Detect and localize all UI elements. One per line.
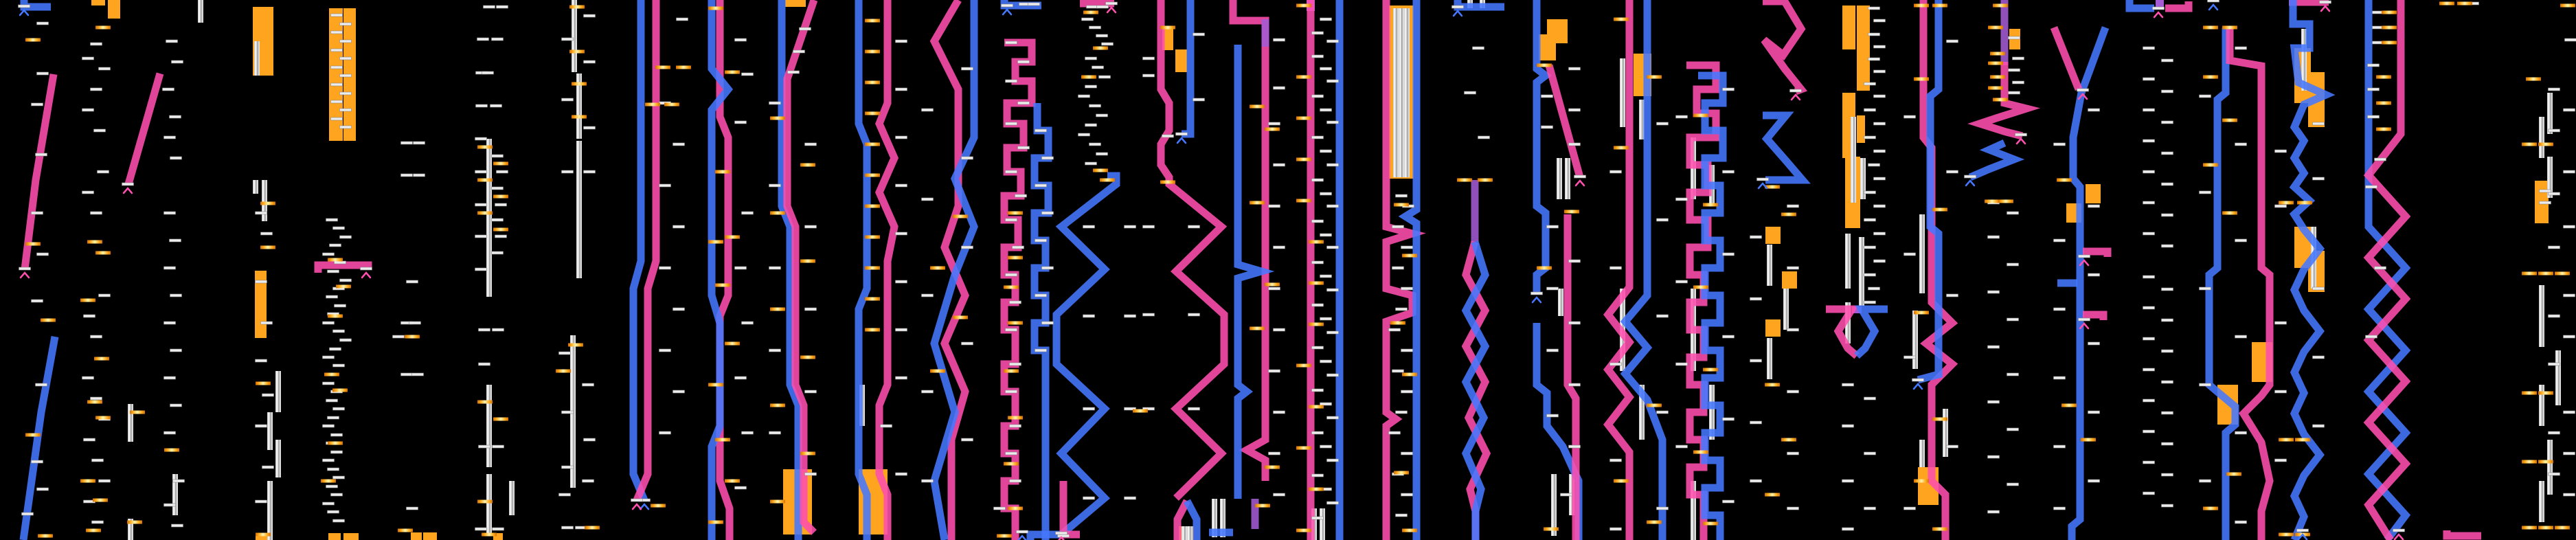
orange-blocks-layer <box>91 0 2549 540</box>
trail-lines-layer <box>19 0 2481 540</box>
caret-markers-layer <box>18 0 2405 540</box>
pipe-bars-layer <box>128 0 2561 540</box>
purple-blocks-layer <box>1307 0 2164 313</box>
white-ticks-layer <box>21 1 2576 538</box>
orange-ticks-layer <box>25 1 2575 538</box>
